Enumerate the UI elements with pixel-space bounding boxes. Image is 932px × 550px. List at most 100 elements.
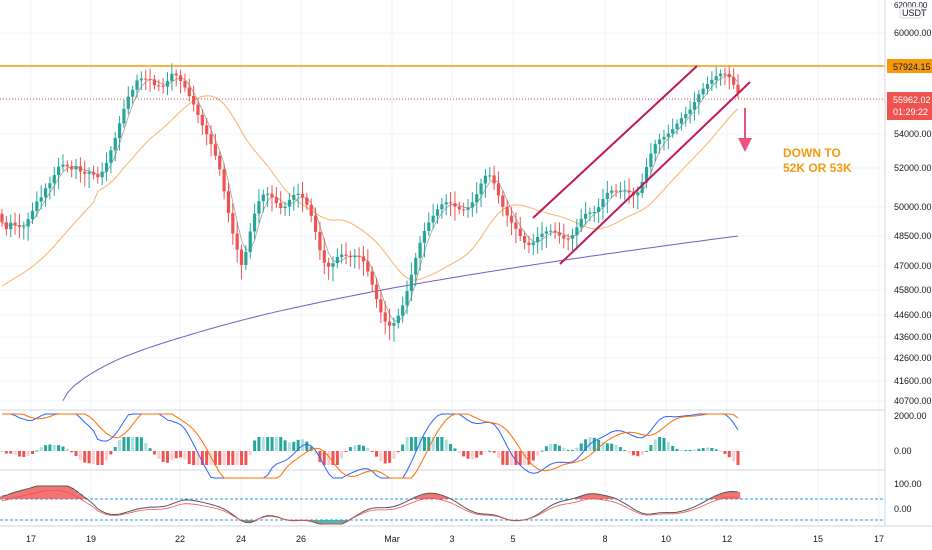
macd-bar bbox=[366, 447, 370, 451]
macd-bar bbox=[618, 447, 622, 451]
candle bbox=[257, 189, 261, 224]
candle bbox=[200, 109, 204, 136]
osc-axis-zero: 0.00 bbox=[894, 504, 912, 514]
time-tick: 12 bbox=[722, 534, 732, 544]
macd-bar bbox=[440, 437, 444, 451]
macd-bar bbox=[714, 449, 718, 451]
candle bbox=[431, 203, 435, 229]
candle bbox=[658, 133, 662, 154]
macd-bar bbox=[200, 451, 204, 465]
candle bbox=[518, 217, 522, 241]
macd-bar bbox=[553, 443, 557, 451]
macd-bar bbox=[501, 451, 505, 465]
annotation-line2: 52K OR 53K bbox=[783, 161, 852, 175]
candle bbox=[440, 197, 444, 219]
macd-bar bbox=[375, 451, 379, 457]
price-tick: 43600.00 bbox=[894, 332, 932, 342]
candle bbox=[283, 201, 287, 216]
candle bbox=[348, 250, 353, 267]
macd-bar bbox=[701, 448, 705, 451]
macd-bar bbox=[492, 451, 496, 453]
macd-bar bbox=[74, 451, 78, 456]
macd-bar bbox=[4, 451, 8, 454]
candle bbox=[296, 183, 300, 208]
macd-axis-zero: 0.00 bbox=[894, 446, 912, 456]
macd-bar bbox=[78, 451, 82, 460]
macd-bar bbox=[388, 451, 392, 463]
macd-bar bbox=[401, 444, 405, 451]
candle bbox=[492, 165, 496, 190]
channel-upper[interactable] bbox=[532, 65, 698, 219]
macd-bar bbox=[48, 444, 52, 451]
macd-bar bbox=[327, 451, 331, 465]
macd-bar bbox=[414, 437, 418, 451]
macd-bar bbox=[170, 451, 174, 461]
macd-bar bbox=[314, 451, 318, 454]
candle bbox=[623, 180, 627, 201]
candle bbox=[313, 207, 318, 241]
candle bbox=[218, 151, 222, 176]
candle bbox=[610, 185, 614, 198]
macd-bar bbox=[370, 451, 374, 452]
macd-bar bbox=[131, 437, 135, 451]
macd-bar bbox=[266, 437, 270, 451]
macd-bar bbox=[105, 451, 109, 461]
price-tick: 60000.00 bbox=[894, 28, 932, 38]
candle bbox=[100, 162, 104, 186]
currency-label: USDT bbox=[902, 8, 927, 18]
price-tick: 44600.00 bbox=[894, 310, 932, 320]
candle bbox=[688, 100, 692, 124]
macd-bar bbox=[483, 451, 487, 453]
candle bbox=[335, 248, 339, 269]
candle bbox=[675, 119, 679, 135]
macd-bar bbox=[645, 450, 649, 452]
candle bbox=[192, 85, 196, 112]
last-price-value: 55962.02 bbox=[893, 95, 931, 105]
candle bbox=[488, 167, 492, 181]
candle bbox=[557, 222, 562, 244]
osc-axis-top: 100.00 bbox=[894, 479, 922, 489]
macd-bar bbox=[431, 437, 435, 451]
macd-bar bbox=[174, 451, 178, 459]
macd-bar bbox=[706, 447, 710, 451]
candle bbox=[435, 204, 440, 224]
macd-bar bbox=[719, 451, 723, 452]
macd-bar bbox=[514, 451, 518, 465]
time-axis[interactable]: 17 19 22 24 26 Mar 3 5 8 10 12 15 17 bbox=[26, 534, 884, 544]
candle bbox=[401, 296, 405, 323]
candle bbox=[252, 203, 257, 240]
macd-bar bbox=[161, 451, 165, 463]
macd-bar bbox=[179, 451, 183, 458]
candle bbox=[701, 82, 705, 99]
candle bbox=[35, 191, 39, 218]
candle bbox=[418, 235, 422, 271]
candle bbox=[618, 182, 623, 199]
macd-bar bbox=[35, 450, 39, 452]
candle bbox=[109, 146, 113, 174]
macd-bar bbox=[183, 451, 187, 460]
macd-bar bbox=[488, 450, 492, 452]
macd-bar bbox=[453, 448, 457, 451]
price-tick: 50000.00 bbox=[894, 202, 932, 212]
candle bbox=[444, 193, 448, 216]
candle bbox=[122, 100, 126, 128]
macd-bar bbox=[640, 451, 644, 455]
candle bbox=[113, 132, 117, 162]
candle bbox=[597, 198, 601, 224]
price-axis[interactable]: 60000.0058000.0056000.0054000.0052000.00… bbox=[894, 28, 932, 406]
price-tick: 54000.00 bbox=[894, 129, 932, 139]
candle bbox=[87, 167, 91, 188]
candle bbox=[544, 226, 548, 249]
macd-bar bbox=[357, 444, 361, 451]
macd-bar bbox=[692, 449, 696, 451]
channel-lower[interactable] bbox=[559, 81, 751, 265]
macd-bar bbox=[274, 437, 278, 451]
macd-bar bbox=[449, 444, 453, 451]
candle bbox=[710, 71, 714, 91]
macd-bar bbox=[571, 449, 575, 451]
down-arrow-icon[interactable] bbox=[738, 108, 752, 152]
macd-bar bbox=[409, 437, 413, 451]
time-tick: 15 bbox=[813, 534, 823, 544]
candle bbox=[57, 157, 61, 190]
macd-bar bbox=[562, 448, 566, 451]
